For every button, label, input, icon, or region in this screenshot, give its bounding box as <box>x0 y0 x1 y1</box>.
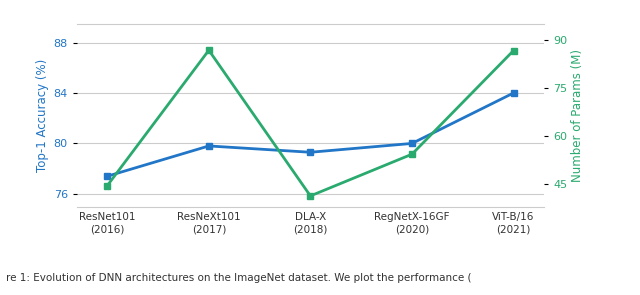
Text: re 1: Evolution of DNN architectures on the ImageNet dataset. We plot the perfor: re 1: Evolution of DNN architectures on … <box>6 273 472 283</box>
Y-axis label: Top-1 Accuracy (%): Top-1 Accuracy (%) <box>36 58 49 172</box>
Y-axis label: Number of Params (M): Number of Params (M) <box>572 49 584 181</box>
